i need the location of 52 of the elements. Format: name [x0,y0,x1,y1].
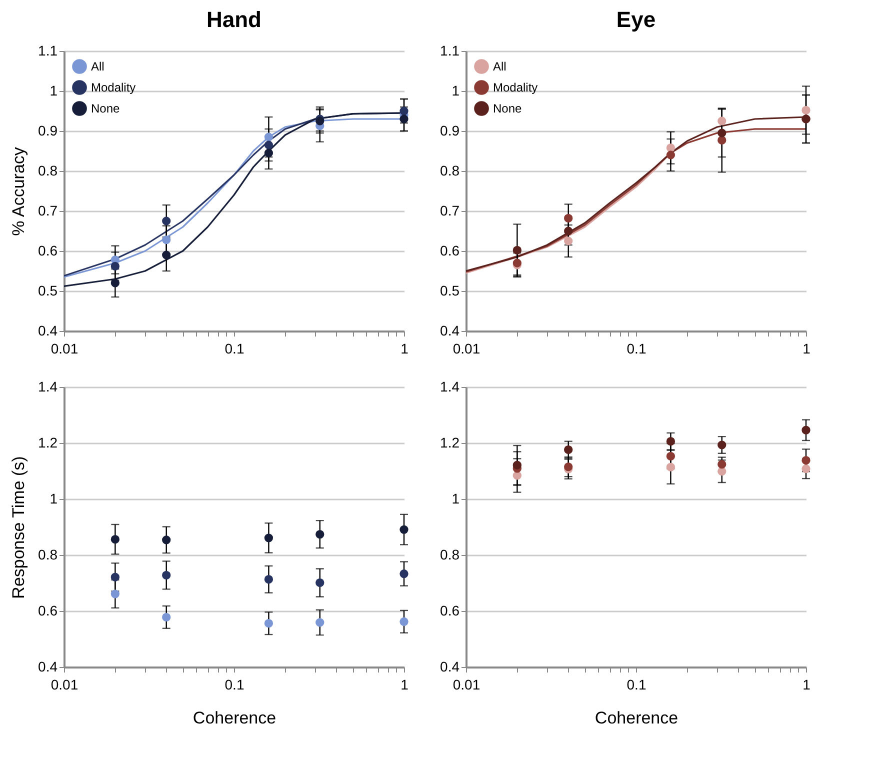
y-tick-label: 1 [50,490,58,506]
y-tick-label: 1.1 [38,42,58,58]
y-tick-label: 0.5 [440,282,460,298]
y-tick-label: 0.8 [38,546,58,562]
chart-title: Eye [616,7,656,32]
x-tick-label: 1 [400,340,409,356]
y-tick-label: 1.4 [440,378,460,394]
legend-label: None [91,102,120,116]
y-tick-label: 1.4 [38,378,58,394]
y-tick-label: 1 [50,82,58,98]
y-axis-title: % Accuracy [9,146,28,236]
chart-title: Hand [206,7,262,32]
x-tick-label: 0.01 [50,676,78,692]
y-tick-label: 0.6 [440,602,460,618]
x-tick-label: 0.1 [626,340,646,356]
y-tick-label: 0.6 [440,242,460,258]
x-tick-label: 0.1 [224,340,244,356]
legend-label: Modality [91,80,136,94]
y-tick-label: 0.6 [38,242,58,258]
y-tick-label: 0.9 [440,122,460,138]
y-tick-label: 1.2 [38,434,58,450]
x-tick-label: 0.01 [452,676,480,692]
y-tick-label: 0.9 [38,122,58,138]
x-tick-label: 0.01 [452,340,480,356]
y-tick-label: 1.1 [440,42,460,58]
y-tick-label: 0.8 [440,546,460,562]
y-tick-label: 0.4 [440,322,460,338]
legend-label: All [493,60,506,74]
y-tick-label: 0.7 [38,202,58,218]
y-tick-label: 0.4 [440,658,460,674]
legend-label: All [91,60,104,74]
x-axis-title: Coherence [594,708,678,728]
y-tick-label: 1.2 [440,434,460,450]
y-tick-label: 0.7 [440,202,460,218]
x-tick-label: 1 [802,340,811,356]
legend-label: None [493,102,522,116]
y-tick-label: 0.8 [440,162,460,178]
y-tick-label: 0.5 [38,282,58,298]
x-tick-label: 0.1 [224,676,244,692]
x-tick-label: 0.1 [626,676,646,692]
y-tick-label: 0.8 [38,162,58,178]
y-tick-label: 0.6 [38,602,58,618]
x-tick-label: 0.01 [50,340,78,356]
y-axis-title: Response Time (s) [9,456,28,599]
x-axis-title: Coherence [192,708,276,728]
x-tick-label: 1 [802,676,811,692]
y-tick-label: 1 [452,490,460,506]
y-tick-label: 0.4 [38,322,58,338]
y-tick-label: 1 [452,82,460,98]
x-tick-label: 1 [400,676,409,692]
y-tick-label: 0.4 [38,658,58,674]
legend-label: Modality [493,80,538,94]
